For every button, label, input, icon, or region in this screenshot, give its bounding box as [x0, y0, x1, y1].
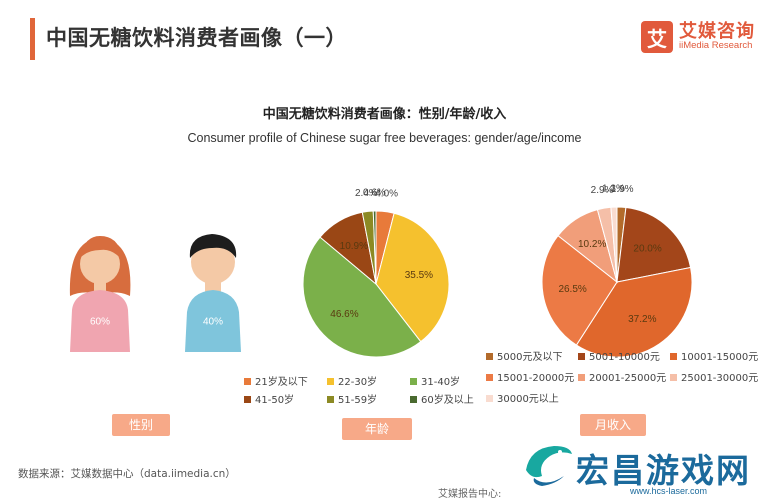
age-legend-label-3: 41-50岁 [255, 393, 294, 406]
income-label-2: 37.2% [628, 314, 656, 325]
income-legend-label-0: 5000元及以下 [497, 351, 562, 363]
age-slice-2 [302, 236, 422, 358]
age-legend-swatch-0 [244, 378, 251, 385]
chart-title: 中国无糖饮料消费者画像：性别/年龄/收入 [262, 107, 507, 122]
income-legend-label-2: 10001-15000元 [681, 352, 758, 363]
income-legend-swatch-1 [578, 353, 585, 360]
age-label-5: 0.6% [363, 188, 386, 199]
female-figure-icon [69, 236, 131, 352]
age-label-2: 46.6% [330, 309, 358, 320]
watermark: 宏昌游戏网 www.hcs-laser.com [518, 440, 768, 500]
income-legend-label-5: 25001-30000元 [681, 373, 758, 384]
income-label-1: 20.0% [633, 244, 661, 255]
income-legend-swatch-0 [486, 353, 493, 360]
income-legend-swatch-5 [670, 374, 677, 381]
income-slice-1 [616, 206, 692, 283]
age-label-3: 10.9% [340, 241, 368, 252]
gender-female-label: 60% [90, 317, 110, 328]
age-label-4: 2.4% [355, 188, 378, 199]
income-legend-label-4: 20001-25000元 [589, 373, 666, 384]
age-slice-1 [375, 212, 450, 343]
page-title: 中国无糖饮料消费者画像（一） [46, 26, 347, 50]
watermark-name: 宏昌游戏网 [576, 451, 751, 490]
age-legend-swatch-5 [410, 396, 417, 403]
income-label-4: 10.2% [578, 239, 606, 250]
income-legend-swatch-3 [486, 374, 493, 381]
age-slice-5 [372, 210, 377, 285]
male-figure-icon [185, 234, 241, 352]
income-label-3: 26.5% [558, 284, 586, 295]
income-label-0: 1.9% [611, 184, 634, 195]
age-legend-swatch-2 [410, 378, 417, 385]
income-legend-label-6: 30000元以上 [497, 393, 559, 405]
watermark-url: www.hcs-laser.com [630, 486, 708, 496]
age-legend-swatch-1 [327, 378, 334, 385]
income-slice-6 [610, 206, 618, 283]
age-legend-label-1: 22-30岁 [338, 375, 377, 388]
income-legend-label-3: 15001-20000元 [497, 373, 574, 384]
age-legend-label-2: 31-40岁 [421, 375, 460, 388]
gender-male-label: 40% [203, 317, 223, 328]
age-tag: 年龄 [342, 418, 412, 440]
brand-logo: 艾 艾媒咨询 iiMedia Research [641, 18, 755, 56]
header-accent-bar [30, 18, 35, 60]
income-legend-swatch-6 [486, 395, 493, 402]
brand-name-cn: 艾媒咨询 [679, 20, 755, 42]
age-label-0: 4.0% [375, 188, 398, 199]
income-slice-2 [575, 266, 693, 358]
brand-mark-icon: 艾 [641, 21, 673, 53]
income-label-6: 1.3% [602, 184, 625, 195]
data-source-note: 数据来源：艾媒数据中心（data.iimedia.cn） [18, 468, 236, 480]
age-legend-swatch-4 [327, 396, 334, 403]
income-legend-swatch-4 [578, 374, 585, 381]
age-legend-label-0: 21岁及以下 [255, 375, 308, 388]
income-tag: 月收入 [580, 414, 646, 436]
age-legend-label-4: 51-59岁 [338, 393, 377, 406]
gender-tag: 性别 [112, 414, 170, 436]
age-legend-swatch-3 [244, 396, 251, 403]
age-legend-label-5: 60岁及以上 [421, 393, 474, 406]
income-legend-label-1: 5001-10000元 [589, 352, 660, 363]
income-slice-3 [541, 234, 618, 346]
chart-subtitle: Consumer profile of Chinese sugar free b… [187, 131, 582, 145]
footer-report-center: 艾媒报告中心: [438, 489, 502, 500]
brand-name-en: iiMedia Research [679, 40, 753, 52]
age-label-1: 35.5% [405, 270, 433, 281]
income-legend-swatch-2 [670, 353, 677, 360]
income-label-5: 2.9% [591, 185, 614, 196]
watermark-logo-icon [526, 446, 572, 486]
